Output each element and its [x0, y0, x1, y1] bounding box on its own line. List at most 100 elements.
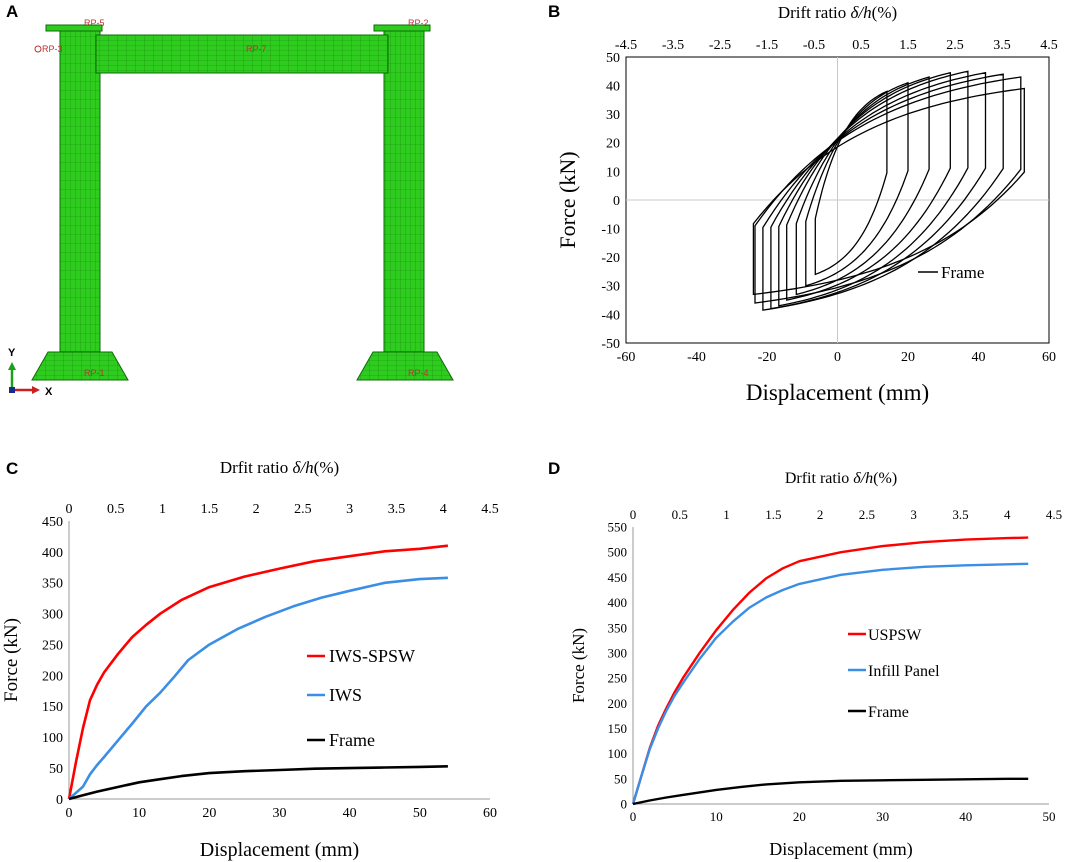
rp-label: RP-5 [84, 18, 105, 28]
x-tick-label: 10 [132, 806, 146, 821]
x2-tick-label: 2 [817, 507, 824, 522]
hysteresis-loop [786, 71, 951, 301]
x2-tick-label: 0 [66, 502, 73, 517]
x2-tick-label: 3.5 [993, 38, 1011, 53]
y-tick-label: -10 [601, 223, 620, 238]
x2-axis-title: Drift ratio δ/h(%) [778, 3, 897, 22]
legend-label: IWS [329, 685, 362, 705]
top-beam [95, 34, 389, 74]
x-axis-label: X [45, 386, 53, 398]
y-axis-title: Force (kN) [1, 618, 22, 702]
right-column [383, 27, 425, 359]
y-tick-label: -50 [601, 337, 620, 352]
x2-tick-label: 4.5 [1046, 507, 1062, 522]
series-line [631, 536, 1029, 805]
y-tick-label: -40 [601, 308, 620, 323]
top-plate-right [373, 24, 431, 32]
z-axis-marker [9, 387, 15, 393]
x-tick-label: 30 [876, 809, 889, 824]
x2-tick-label: 3.5 [388, 502, 406, 517]
hysteresis-loop [770, 71, 987, 310]
x-tick-label: 40 [972, 350, 986, 365]
x2-tick-label: 2 [253, 502, 260, 517]
y-tick-label: 250 [608, 671, 628, 686]
panel-label-b: B [548, 2, 561, 21]
y-tick-label: 0 [621, 797, 628, 812]
rp-label: RP-7 [246, 44, 267, 54]
x-tick-label: 60 [1042, 350, 1056, 365]
y-tick-label: 30 [606, 108, 620, 123]
hysteresis-loop [762, 73, 1004, 311]
hysteresis-loop [752, 87, 1025, 296]
y-tick-label: 50 [606, 51, 620, 66]
hysteresis-loop [805, 81, 909, 287]
y-tick-label: -20 [601, 251, 620, 266]
x-tick-label: 40 [959, 809, 972, 824]
y-tick-label: 40 [606, 80, 620, 95]
y-tick-label: 200 [608, 696, 628, 711]
x-tick-label: -40 [687, 350, 706, 365]
rp-label: RP-1 [84, 368, 105, 378]
legend-label: Frame [329, 730, 375, 750]
x2-axis-title: Drfit ratio δ/h(%) [785, 470, 897, 487]
x-axis-arrowhead [32, 386, 40, 394]
x-tick-label: 20 [202, 806, 216, 821]
y-tick-label: 50 [614, 771, 627, 786]
y-axis-arrowhead [8, 362, 16, 370]
x2-tick-label: 0.5 [107, 502, 125, 517]
x2-tick-label: 0.5 [852, 38, 870, 53]
x2-tick-label: -3.5 [662, 38, 684, 53]
x2-tick-label: 0.5 [672, 507, 688, 522]
hysteresis-loop [754, 76, 1022, 304]
x2-tick-label: 4 [1004, 507, 1011, 522]
x2-tick-label: 4 [440, 502, 447, 517]
legend-label: USPSW [868, 627, 922, 644]
panel-label-d: D [548, 459, 561, 478]
hysteresis-loop [814, 90, 888, 276]
fe-frame-mesh [31, 24, 454, 381]
y-tick-label: 100 [42, 731, 63, 746]
x-tick-label: 60 [483, 806, 497, 821]
plot-frame [625, 56, 1050, 344]
x-tick-label: 10 [710, 809, 723, 824]
panel-label-a: A [6, 2, 19, 21]
y-tick-label: 300 [42, 608, 63, 623]
x-axis-title: Displacement (mm) [769, 839, 912, 860]
plot-frame [69, 521, 490, 799]
y-tick-label: 0 [613, 194, 620, 209]
y-axis-label: Y [8, 347, 16, 359]
x-axis-title: Displacement (mm) [200, 839, 359, 861]
x2-tick-label: 3 [346, 502, 353, 517]
x2-tick-label: 1.5 [765, 507, 781, 522]
y-tick-label: 0 [56, 793, 63, 808]
y-axis-title: Force (kN) [555, 151, 580, 248]
x2-tick-label: 1.5 [899, 38, 917, 53]
x-tick-label: 0 [834, 350, 841, 365]
y-axis-title: Force (kN) [569, 628, 588, 703]
x-tick-label: 0 [66, 806, 73, 821]
y-tick-label: 450 [42, 515, 63, 530]
series-line [68, 576, 448, 800]
legend-label-frame: Frame [941, 263, 984, 282]
y-tick-label: 400 [42, 546, 63, 561]
x2-tick-label: 2.5 [294, 502, 312, 517]
reference-points: RP-5 RP-2 RP-3 RP-7 RP-1 RP-4 [34, 18, 429, 378]
panel-label-c: C [6, 459, 19, 478]
y-tick-label: 10 [606, 165, 620, 180]
y-tick-label: 20 [606, 137, 620, 152]
series-line [67, 544, 449, 800]
rp-marker [34, 45, 42, 53]
y-tick-label: 550 [608, 520, 628, 535]
x2-tick-label: 4.5 [1040, 38, 1058, 53]
rp-label: RP-4 [408, 368, 429, 378]
series-line [68, 765, 448, 801]
x-tick-label: 50 [413, 806, 427, 821]
x2-tick-label: 1.5 [201, 502, 219, 517]
hysteresis-loop [778, 70, 969, 307]
x2-tick-label: 0 [630, 507, 637, 522]
x2-tick-label: -1.5 [756, 38, 778, 53]
x-tick-label: 30 [273, 806, 287, 821]
